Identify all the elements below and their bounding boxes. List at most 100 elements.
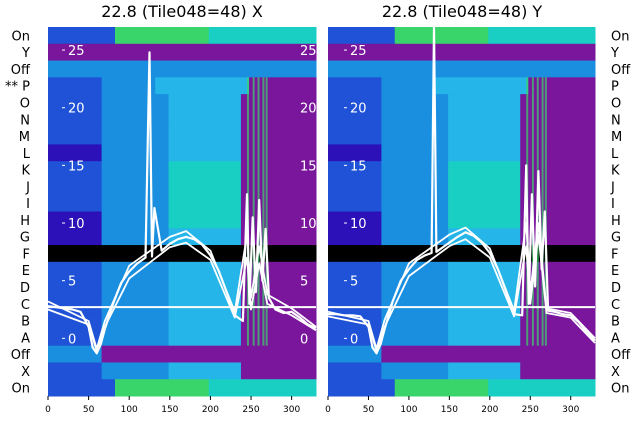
row-label: A xyxy=(21,331,30,346)
heatmap-cell xyxy=(520,362,596,380)
heatmap-cell xyxy=(448,94,521,112)
y-tick-label: 5 xyxy=(350,275,358,290)
heatmap-cell xyxy=(328,161,382,179)
row-label: C xyxy=(611,298,620,313)
heatmap-cell xyxy=(48,379,116,397)
heatmap-cell xyxy=(168,295,242,313)
heatmap-cell xyxy=(48,177,103,196)
heatmap-cell xyxy=(240,278,317,296)
y-tick-label: 25 xyxy=(68,44,85,59)
heatmap-cell xyxy=(168,328,242,347)
heatmap-cell xyxy=(381,77,436,95)
y-tick-label: 15 xyxy=(300,159,317,174)
row-label: I xyxy=(26,197,30,212)
heatmap-cell xyxy=(520,110,596,129)
heatmap-cell xyxy=(448,261,521,280)
row-label: J xyxy=(25,180,30,195)
row-label: K xyxy=(21,164,30,179)
heatmap-cell xyxy=(328,127,382,145)
heatmap-cell xyxy=(240,94,317,112)
heatmap-cell xyxy=(208,27,317,45)
heatmap-cell xyxy=(48,194,103,212)
heatmap-cell xyxy=(520,144,596,162)
heatmap-cell xyxy=(328,379,396,397)
y-tick-label: 25 xyxy=(350,44,367,59)
heatmap-cell xyxy=(48,345,103,363)
row-label: On xyxy=(611,382,629,397)
x-tick-label: 0 xyxy=(325,405,331,415)
heatmap-cell xyxy=(328,144,382,162)
y-tick-label: 20 xyxy=(350,102,367,117)
heatmap-cell xyxy=(328,110,382,129)
heatmap-cell xyxy=(168,194,242,212)
heatmap-cell xyxy=(520,161,596,179)
row-label: E xyxy=(22,264,30,279)
heatmap-cell xyxy=(48,278,103,296)
row-label: On xyxy=(611,29,629,44)
y-tick-label: 20 xyxy=(300,102,317,117)
heatmap-cell xyxy=(488,379,596,397)
row-label: F xyxy=(23,247,30,262)
heatmap-cell xyxy=(520,261,596,280)
row-label: X xyxy=(21,365,30,380)
heatmap-cell xyxy=(48,161,103,179)
series-line xyxy=(47,51,317,355)
y-tick-label: 0 xyxy=(68,332,76,347)
row-label: G xyxy=(20,231,30,246)
row-label: Off xyxy=(611,63,631,78)
row-label: K xyxy=(611,164,620,179)
heatmap-cell xyxy=(168,312,242,330)
heatmap-cell xyxy=(434,77,529,95)
heatmap-cell xyxy=(448,278,521,296)
heatmap-cell xyxy=(520,295,596,313)
heatmap-cell xyxy=(48,60,317,78)
heatmap-cell xyxy=(168,261,242,280)
chart-title-y: 22.8 (Tile048=48) Y xyxy=(382,2,543,21)
heatmap-cell xyxy=(48,127,103,145)
y-tick-label: 0 xyxy=(300,332,308,347)
series-line xyxy=(47,230,317,350)
heatmap-cell xyxy=(381,177,449,196)
heatmap-cell xyxy=(240,161,317,179)
heatmap-cell xyxy=(381,278,449,296)
x-tick-label: 150 xyxy=(161,405,178,415)
heatmap-cell xyxy=(168,177,242,196)
heatmap-cell xyxy=(240,110,317,129)
y-tick-label: 20 xyxy=(68,102,85,117)
heatmap-cell xyxy=(328,177,382,196)
y-tick-label: 5 xyxy=(68,275,76,290)
row-label: J xyxy=(610,180,615,195)
row-label: On xyxy=(12,382,30,397)
heatmap-cell xyxy=(381,161,449,179)
x-tick-label: 100 xyxy=(121,405,138,415)
heatmap-cell xyxy=(240,295,317,313)
row-label: Off xyxy=(611,348,631,363)
heatmap-cell xyxy=(381,144,449,162)
series-line xyxy=(327,222,596,350)
heatmap-cell xyxy=(328,94,382,112)
heatmap-cell xyxy=(101,312,170,330)
heatmap-cell xyxy=(448,161,521,179)
heatmap-cell xyxy=(240,144,317,162)
heatmap-cell xyxy=(101,127,170,145)
heatmap-cell xyxy=(381,94,449,112)
heatmap-cell xyxy=(48,94,103,112)
row-label: Off xyxy=(11,63,31,78)
row-label: I xyxy=(611,197,615,212)
heatmap-cell xyxy=(381,110,449,129)
heatmap-cell xyxy=(520,328,596,347)
heatmap-cell xyxy=(101,328,170,347)
heatmap-cell xyxy=(394,27,489,45)
heatmap-cell xyxy=(328,194,382,212)
heatmap-cell xyxy=(101,261,170,280)
row-label: O xyxy=(20,96,30,111)
row-label: A xyxy=(611,331,620,346)
row-label: Y xyxy=(21,46,30,61)
row-label: B xyxy=(611,315,620,330)
heatmap-cell xyxy=(155,77,250,95)
heatmap-cell xyxy=(328,43,596,62)
y-tick-label: 10 xyxy=(350,217,367,232)
heatmap-cell xyxy=(48,362,103,380)
